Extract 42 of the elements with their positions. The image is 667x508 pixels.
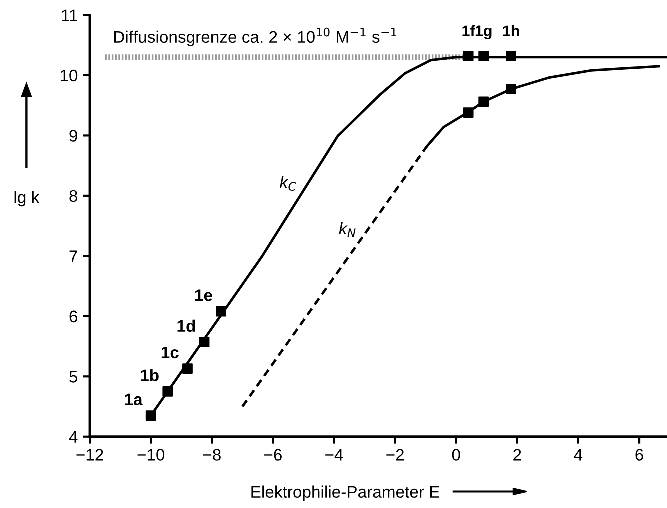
x-tick-label: −8	[203, 449, 221, 461]
point	[199, 337, 210, 348]
point	[182, 364, 193, 374]
point	[463, 108, 474, 118]
x-tick-label: 6	[636, 449, 644, 461]
annotation: 1d	[178, 320, 196, 332]
point	[146, 410, 156, 421]
x-tick-label: −10	[138, 449, 165, 461]
annotation: 1h	[503, 25, 520, 36]
annotation: 1b	[141, 369, 159, 382]
point	[216, 306, 227, 317]
x-tick-label: 4	[574, 449, 583, 461]
x-tick-label: −4	[326, 449, 344, 461]
annotation: 1a	[125, 394, 143, 406]
y-tick-label: 8	[70, 190, 78, 202]
point	[162, 386, 174, 397]
annotation: 1c	[162, 346, 179, 359]
point	[506, 51, 517, 62]
x-tick-label: 2	[514, 449, 522, 461]
y-tick-label: 4	[69, 431, 78, 443]
annotation: Diffusionsgrenze ca. 2 × 10$^{10}$ M$^{−1}$ s$^{−1}$	[114, 28, 397, 46]
annotation: 1g	[476, 26, 492, 40]
annotation: 1f	[462, 25, 476, 36]
y-tick-label: 7	[70, 250, 78, 262]
x-tick-label: −2	[386, 449, 404, 461]
annotation: 1e	[195, 290, 212, 302]
point	[463, 51, 474, 62]
y-tick-label: 5	[70, 371, 78, 383]
x-tick-label: 0	[452, 449, 460, 461]
y-axis-title: lg k	[14, 191, 40, 207]
y-tick-label: 9	[70, 130, 78, 142]
y-tick-label: 6	[70, 310, 78, 323]
point	[506, 84, 517, 95]
annotation: k$_{C}$	[280, 176, 296, 192]
point	[478, 51, 490, 62]
point	[478, 96, 490, 108]
x-tick-label: −6	[264, 449, 282, 461]
x-tick-label: −12	[76, 449, 104, 461]
x-axis-title: Elektrophilie-Parameter E	[252, 486, 440, 502]
y-tick-label: 10	[60, 70, 78, 82]
annotation: k$_{N}$	[339, 222, 356, 238]
y-tick-label: 11	[62, 10, 78, 22]
